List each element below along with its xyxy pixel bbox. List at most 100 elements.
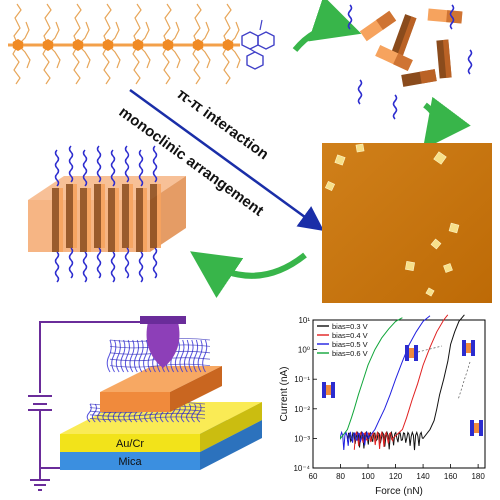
backbone-node xyxy=(42,39,54,51)
stack-column xyxy=(80,188,87,252)
series-line xyxy=(340,315,431,451)
curved-green-arrow-icon xyxy=(292,0,362,52)
prism xyxy=(427,8,463,24)
backbone-node xyxy=(162,39,174,51)
chart-x-ticks: 60 80 100 120 140 160 180 xyxy=(309,464,485,481)
crystal-side xyxy=(170,366,222,412)
stacked-assembly xyxy=(28,145,186,283)
afm-crystal xyxy=(405,261,415,271)
molecular-tail xyxy=(347,4,353,30)
side-chain xyxy=(223,3,232,46)
prism xyxy=(401,69,437,87)
side-chain xyxy=(13,3,22,46)
molecular-tail xyxy=(467,49,473,75)
legend-label: bias=0.3 V xyxy=(332,322,368,331)
chart-y-ticks: 10⁻⁴ 10⁻³ 10⁻² 10⁻¹ 10⁰ 10¹ xyxy=(293,316,317,473)
afm-crystal xyxy=(425,287,435,297)
x-tick-label: 60 xyxy=(309,472,318,481)
afm-cantilever xyxy=(140,316,186,324)
side-chain xyxy=(43,3,52,46)
x-tick-label: 160 xyxy=(444,472,458,481)
gold-label: Au/Cr xyxy=(116,438,144,450)
chart-series xyxy=(340,314,465,451)
stack-column xyxy=(136,188,143,252)
backbone-nodes xyxy=(12,39,234,51)
molecular-tail xyxy=(82,149,88,187)
side-chain xyxy=(193,3,202,46)
prism-cluster xyxy=(347,4,473,120)
side-chain xyxy=(163,3,172,46)
backbone-node xyxy=(222,39,234,51)
afm-crystals xyxy=(324,143,460,297)
backbone-node xyxy=(102,39,114,51)
afm-crystal xyxy=(433,151,447,165)
molecular-tail xyxy=(124,145,130,183)
backbone-node xyxy=(132,39,144,51)
stack-column xyxy=(122,184,129,248)
legend-label: bias=0.5 V xyxy=(332,340,368,349)
molecular-tail xyxy=(152,145,158,183)
y-tick-label: 10⁰ xyxy=(298,346,310,355)
crystal-top xyxy=(100,366,222,392)
stack-column xyxy=(94,184,101,248)
chart-insets xyxy=(322,340,483,436)
stack-column xyxy=(108,188,115,252)
polymer-chain xyxy=(8,3,275,85)
side-chain xyxy=(192,44,201,85)
side-chain xyxy=(42,44,51,85)
side-chain xyxy=(222,44,231,85)
afm-image xyxy=(322,143,492,303)
stack-column xyxy=(66,184,73,248)
backbone-node xyxy=(12,39,24,51)
side-chain xyxy=(12,44,21,85)
stack-column xyxy=(150,184,157,248)
side-chain xyxy=(72,44,81,85)
prism xyxy=(375,44,413,72)
current-force-chart: 10⁻⁴ 10⁻³ 10⁻² 10⁻¹ 10⁰ 10¹ 60 80 100 120 140 160 1… xyxy=(279,314,486,497)
device-schematic: Mica Au/Cr xyxy=(28,316,262,491)
x-tick-label: 100 xyxy=(361,472,375,481)
prism xyxy=(436,39,452,79)
mica-label: Mica xyxy=(118,456,142,468)
molecular-tail xyxy=(392,94,398,120)
stack-tails xyxy=(54,145,158,283)
molecular-tail xyxy=(96,247,102,279)
ground-icon xyxy=(30,468,50,491)
side-chain xyxy=(162,44,171,85)
pendant-group-icon xyxy=(241,19,275,70)
legend-label: bias=0.6 V xyxy=(332,349,368,358)
y-tick-label: 10⁻³ xyxy=(294,434,310,443)
molecular-tail xyxy=(138,251,144,283)
series-line xyxy=(340,317,403,440)
device-inset xyxy=(470,420,483,436)
backbone-node xyxy=(192,39,204,51)
molecular-tail xyxy=(68,145,74,183)
mica-front xyxy=(60,452,200,470)
afm-crystal xyxy=(443,263,453,273)
backbone-node xyxy=(72,39,84,51)
molecular-tail xyxy=(357,79,363,105)
y-tick-label: 10¹ xyxy=(298,316,310,325)
molecular-tail xyxy=(449,4,455,30)
molecular-tail xyxy=(82,251,88,283)
y-tick-label: 10⁻¹ xyxy=(294,375,310,384)
x-tick-label: 180 xyxy=(471,472,485,481)
molecular-tail xyxy=(138,149,144,187)
side-chain xyxy=(132,44,141,85)
chart-y-label: Current (nA) xyxy=(279,366,290,421)
circuit-wire xyxy=(39,321,155,393)
side-chain xyxy=(133,3,142,46)
afm-background xyxy=(322,143,492,303)
y-tick-label: 10⁻⁴ xyxy=(293,464,310,473)
gold-front xyxy=(60,434,200,452)
afm-crystal xyxy=(324,180,336,192)
device-inset xyxy=(462,340,475,356)
stack-columns xyxy=(52,184,161,252)
side-chains xyxy=(12,3,241,85)
side-chain xyxy=(102,44,111,85)
series-line xyxy=(353,314,449,450)
molecular-tail xyxy=(124,247,130,279)
side-chain xyxy=(73,3,82,46)
molecular-tail xyxy=(152,247,158,279)
